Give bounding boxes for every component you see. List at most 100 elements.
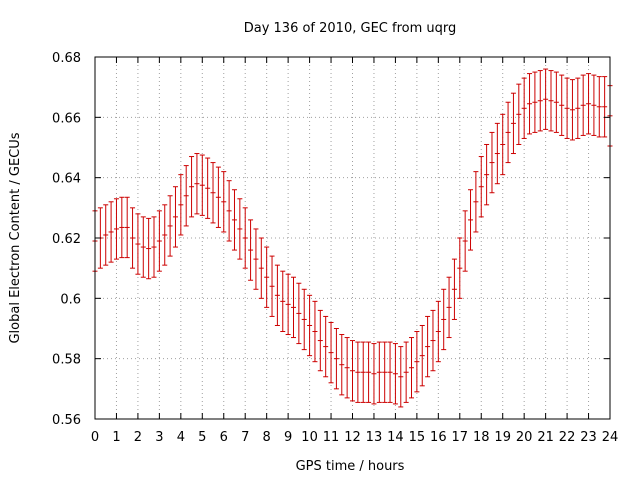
x-tick-label: 19 — [494, 430, 511, 445]
error-bar — [505, 101, 511, 164]
x-tick-label: 15 — [409, 430, 426, 445]
error-bar — [446, 276, 452, 339]
y-tick-label: 0.62 — [52, 232, 81, 247]
x-tick-label: 0 — [91, 430, 99, 445]
error-bar — [194, 153, 200, 215]
error-bar — [210, 162, 216, 224]
error-bar — [478, 156, 484, 218]
error-bar — [146, 217, 152, 280]
y-tick-label: 0.6 — [60, 292, 81, 307]
error-bar — [103, 204, 109, 266]
x-axis-label: GPS time / hours — [296, 459, 405, 474]
error-bar — [409, 337, 415, 399]
error-bar — [199, 154, 205, 216]
y-tick-label: 0.58 — [52, 353, 81, 368]
error-bar — [264, 246, 270, 308]
x-tick-label: 5 — [198, 430, 206, 445]
x-tick-label: 24 — [602, 430, 619, 445]
error-bar — [274, 264, 280, 326]
error-bar — [494, 122, 500, 185]
error-bar — [441, 288, 447, 351]
error-bar — [527, 73, 533, 135]
error-bar — [500, 113, 506, 176]
error-bar — [387, 341, 393, 403]
error-bar — [290, 276, 296, 339]
error-bar — [231, 189, 237, 251]
y-axis-label: Global Electron Content / GECUs — [8, 132, 23, 343]
error-bar — [451, 258, 457, 320]
error-bar — [189, 156, 195, 218]
x-tick-label: 1 — [112, 430, 120, 445]
x-tick-label: 12 — [344, 430, 361, 445]
error-bar — [586, 73, 592, 135]
error-bar — [205, 157, 211, 219]
error-bar — [360, 341, 366, 403]
x-tick-label: 16 — [430, 430, 447, 445]
error-bar — [414, 331, 420, 393]
error-bar — [489, 131, 495, 194]
error-bar — [435, 300, 441, 363]
error-bar — [162, 204, 168, 266]
error-bar — [392, 343, 398, 405]
error-bar — [323, 315, 329, 378]
error-bar — [130, 207, 136, 269]
error-bar — [242, 207, 248, 269]
error-bar — [564, 77, 570, 139]
error-bar — [473, 171, 479, 233]
error-bar — [151, 216, 157, 278]
error-bar — [215, 166, 221, 228]
error-bar — [253, 228, 259, 290]
error-bar — [248, 219, 254, 281]
error-bar — [382, 341, 388, 403]
error-bar — [602, 76, 608, 138]
error-bar — [172, 186, 178, 248]
x-tick-label: 11 — [323, 430, 340, 445]
error-bar — [317, 309, 323, 372]
error-bar — [430, 309, 436, 372]
error-bar — [516, 83, 522, 145]
error-bar — [108, 201, 114, 263]
error-bar — [462, 210, 468, 272]
x-tick-label: 3 — [155, 430, 163, 445]
error-bar — [183, 165, 189, 227]
error-bar — [484, 143, 490, 206]
error-bar — [135, 213, 141, 275]
error-bar — [226, 180, 232, 242]
error-bar — [258, 237, 264, 299]
error-bar — [350, 340, 355, 402]
error-bar — [339, 334, 345, 396]
error-bar — [296, 282, 302, 345]
error-bar — [591, 74, 597, 136]
error-bar — [156, 210, 162, 272]
error-bar — [537, 70, 543, 132]
error-bar — [119, 196, 125, 259]
x-tick-label: 2 — [134, 430, 142, 445]
x-tick-label: 23 — [580, 430, 597, 445]
error-bar — [553, 71, 559, 133]
y-tick-label: 0.56 — [52, 413, 81, 428]
error-bar — [575, 77, 581, 139]
data-series — [92, 68, 613, 408]
error-bar — [366, 341, 372, 403]
error-bar — [113, 198, 119, 260]
chart-title: Day 136 of 2010, GEC from uqrg — [244, 21, 457, 36]
error-bar — [569, 79, 575, 141]
error-bar — [167, 195, 173, 257]
error-bar — [376, 341, 382, 403]
error-bar — [559, 74, 565, 136]
error-bar — [543, 68, 549, 130]
error-bar — [269, 255, 275, 317]
error-bar — [371, 343, 377, 405]
y-tick-label: 0.66 — [52, 111, 81, 126]
error-bar — [301, 288, 307, 351]
error-bar — [548, 70, 554, 132]
x-tick-label: 21 — [537, 430, 554, 445]
error-bar — [333, 328, 339, 390]
error-bar — [140, 216, 146, 278]
error-bar — [328, 321, 334, 384]
error-bar — [355, 341, 361, 403]
error-bar — [532, 71, 538, 133]
error-bar — [124, 196, 130, 259]
error-bar — [178, 174, 184, 236]
